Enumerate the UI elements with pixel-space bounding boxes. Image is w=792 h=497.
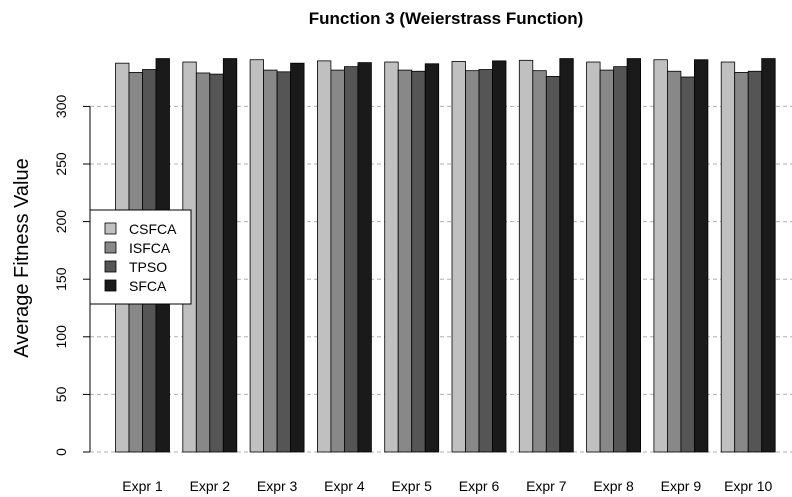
legend-swatch-tpso xyxy=(104,260,117,273)
legend-label-tpso: TPSO xyxy=(129,259,167,275)
y-axis-label: Average Fitness Value xyxy=(11,158,33,357)
bar-tpso-5 xyxy=(411,70,426,453)
y-tick-label-200: 200 xyxy=(53,210,69,234)
bar-isfca-4 xyxy=(330,69,345,453)
bar-tpso-9 xyxy=(680,76,695,453)
y-axis: 0 50 100 150 200 250 300 xyxy=(53,94,91,456)
bar-csfca-6 xyxy=(451,61,466,453)
bar-sfca-2 xyxy=(222,58,238,453)
y-tick-label-250: 250 xyxy=(53,152,69,176)
chart-title: Function 3 (Weierstrass Function) xyxy=(309,9,584,28)
bar-tpso-2 xyxy=(209,73,224,453)
bar-isfca-8 xyxy=(599,69,614,453)
legend-swatch-csfca xyxy=(104,222,117,235)
bar-tpso-7 xyxy=(545,76,561,453)
bars xyxy=(115,58,776,453)
y-tick-label-50: 50 xyxy=(53,386,69,402)
y-tick-label-300: 300 xyxy=(53,94,69,118)
x-tick-label-8: Expr 8 xyxy=(593,478,634,494)
bar-tpso-8 xyxy=(613,66,628,453)
bar-csfca-7 xyxy=(518,59,534,453)
x-tick-label-2: Expr 2 xyxy=(190,478,231,494)
x-tick-label-6: Expr 6 xyxy=(459,478,500,494)
x-tick-label-4: Expr 4 xyxy=(324,478,365,494)
x-tick-label-1: Expr 1 xyxy=(122,478,163,494)
bar-tpso-10 xyxy=(747,70,763,453)
bar-sfca-4 xyxy=(357,62,372,453)
y-tick-label-100: 100 xyxy=(53,325,69,349)
x-tick-label-10: Expr 10 xyxy=(724,478,772,494)
legend-swatch-isfca xyxy=(104,241,117,254)
legend-swatch-sfca xyxy=(104,279,117,292)
bar-sfca-7 xyxy=(559,58,574,453)
bar-isfca-6 xyxy=(465,70,480,453)
bar-isfca-9 xyxy=(667,70,682,453)
x-tick-label-5: Expr 5 xyxy=(391,478,432,494)
legend: CSFCA ISFCA TPSO SFCA xyxy=(89,209,192,305)
bar-tpso-4 xyxy=(343,66,359,453)
legend-label-csfca: CSFCA xyxy=(129,221,177,237)
bar-sfca-3 xyxy=(290,62,305,453)
bar-sfca-6 xyxy=(492,60,507,453)
bar-csfca-8 xyxy=(586,61,601,453)
x-tick-label-9: Expr 9 xyxy=(661,478,702,494)
bar-csfca-3 xyxy=(249,59,265,453)
bar-isfca-2 xyxy=(195,72,211,453)
bar-csfca-10 xyxy=(720,61,736,453)
bar-sfca-5 xyxy=(424,63,440,453)
y-tick-label-150: 150 xyxy=(53,267,69,291)
bar-sfca-10 xyxy=(761,58,776,453)
x-tick-label-3: Expr 3 xyxy=(257,478,298,494)
bar-tpso-6 xyxy=(478,69,493,453)
x-tick-label-7: Expr 7 xyxy=(526,478,567,494)
legend-label-isfca: ISFCA xyxy=(129,240,171,256)
x-axis-labels: Expr 1 Expr 2 Expr 3 Expr 4 Expr 5 Expr 6 Expr… xyxy=(122,478,772,494)
bar-isfca-5 xyxy=(397,69,413,453)
bar-csfca-4 xyxy=(316,60,332,453)
bar-isfca-7 xyxy=(532,70,547,453)
y-tick-label-0: 0 xyxy=(53,448,69,456)
bar-tpso-3 xyxy=(276,71,292,453)
bar-isfca-10 xyxy=(734,72,749,453)
bar-isfca-3 xyxy=(263,69,278,453)
bar-sfca-9 xyxy=(694,59,709,453)
bar-csfca-5 xyxy=(384,61,399,453)
bar-sfca-8 xyxy=(626,58,641,453)
legend-label-sfca: SFCA xyxy=(129,278,167,294)
bar-csfca-9 xyxy=(653,59,668,453)
